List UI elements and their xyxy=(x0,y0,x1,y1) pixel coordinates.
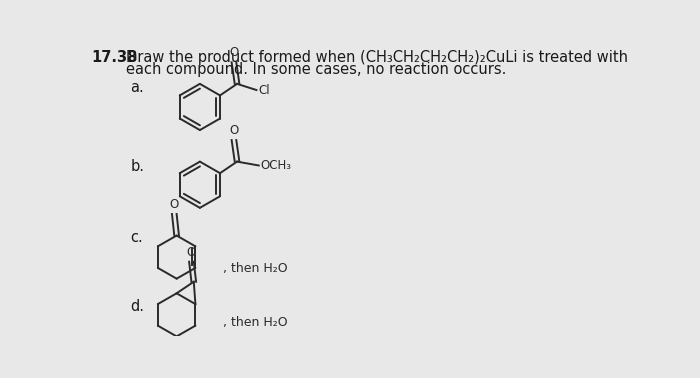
Text: O: O xyxy=(230,46,239,59)
Text: Cl: Cl xyxy=(259,84,270,96)
Text: each compound. In some cases, no reaction occurs.: each compound. In some cases, no reactio… xyxy=(126,62,507,77)
Text: , then H₂O: , then H₂O xyxy=(223,316,288,329)
Text: O: O xyxy=(230,124,239,137)
Text: O: O xyxy=(169,198,179,211)
Text: 17.38: 17.38 xyxy=(92,50,138,65)
Text: O: O xyxy=(187,246,196,259)
Text: d.: d. xyxy=(130,299,144,314)
Text: , then H₂O: , then H₂O xyxy=(223,262,288,275)
Text: OCH₃: OCH₃ xyxy=(260,159,291,172)
Text: b.: b. xyxy=(130,159,144,174)
Text: a.: a. xyxy=(130,80,144,95)
Text: c.: c. xyxy=(130,230,143,245)
Text: Draw the product formed when (CH₃CH₂CH₂CH₂)₂CuLi is treated with: Draw the product formed when (CH₃CH₂CH₂C… xyxy=(126,50,629,65)
